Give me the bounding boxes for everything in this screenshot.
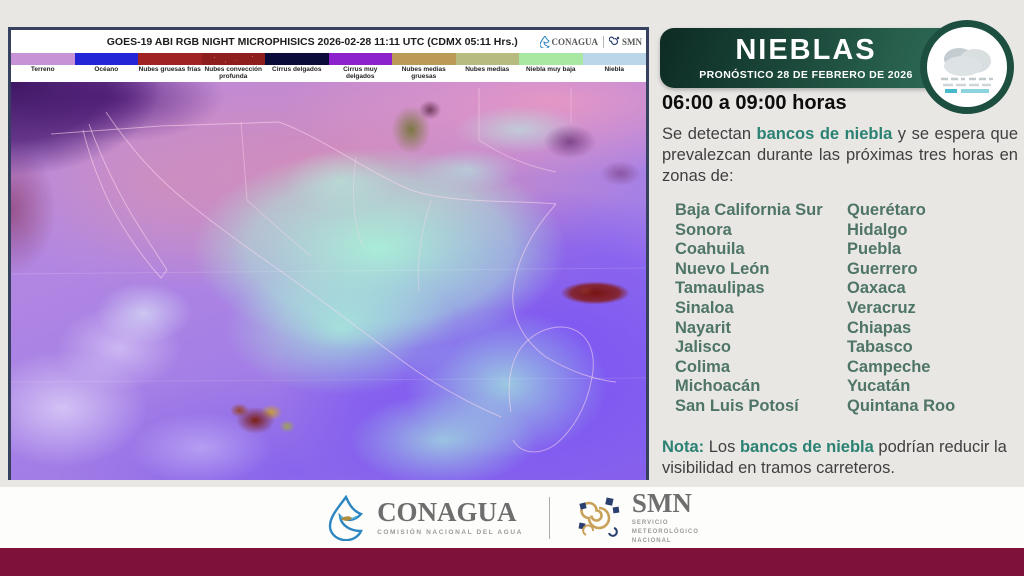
conagua-wordmark: CONAGUA bbox=[377, 497, 517, 527]
time-range: 06:00 a 09:00 horas bbox=[662, 92, 847, 114]
satellite-titlebar: GOES-19 ABI RGB NIGHT MICROPHISICS 2026-… bbox=[11, 30, 646, 53]
legend-swatch-niebla bbox=[582, 53, 646, 65]
note-post: podrían reducir la visibilidad en tramos… bbox=[662, 438, 1007, 478]
smn-logo-group: SMN SERVICIO METEOROLÓGICO NACIONAL bbox=[576, 487, 699, 546]
state-item: Sinaloa bbox=[675, 298, 734, 317]
legend-label: Cirrus muy delgados bbox=[343, 66, 378, 81]
legend-label: Nubes medias bbox=[465, 66, 510, 73]
legend-swatch-oceano bbox=[74, 53, 138, 65]
legend-label: Terreno bbox=[30, 66, 55, 73]
state-item: Tamaulipas bbox=[675, 279, 765, 298]
intro-pre: Se detectan bbox=[662, 125, 757, 143]
conagua-mini-logo: CONAGUA bbox=[539, 35, 598, 48]
state-item: Hidalgo bbox=[847, 220, 908, 239]
state-item: Quintana Roo bbox=[847, 396, 956, 415]
state-item: Nuevo León bbox=[675, 259, 770, 278]
state-item: Jalisco bbox=[675, 338, 731, 357]
state-item: Guerrero bbox=[847, 259, 918, 278]
titlebar-logos: CONAGUA SMN bbox=[539, 35, 647, 48]
footer: CONAGUA COMISIÓN NACIONAL DEL AGUA SMN S… bbox=[0, 487, 1024, 548]
note-paragraph: Nota: Los bancos de niebla podrían reduc… bbox=[662, 437, 1018, 479]
satellite-title: GOES-19 ABI RGB NIGHT MICROPHISICS 2026-… bbox=[106, 35, 518, 48]
smn-spiral-icon bbox=[609, 36, 620, 46]
legend-swatch-terreno bbox=[11, 53, 75, 65]
smn-logo-text: SMN SERVICIO METEOROLÓGICO NACIONAL bbox=[631, 487, 699, 546]
states-column-1: Baja California Sur Sonora Coahuila Nuev… bbox=[675, 201, 847, 417]
note-pre: Los bbox=[704, 438, 740, 456]
state-item: Tabasco bbox=[847, 338, 913, 357]
legend-swatch-nubes-medias-gruesas bbox=[392, 53, 456, 65]
conagua-logo-text: CONAGUA COMISIÓN NACIONAL DEL AGUA bbox=[377, 497, 523, 537]
conagua-drop-icon bbox=[539, 35, 550, 48]
legend-labels: Terreno Océano Nubes gruesas frías Nubes… bbox=[11, 65, 646, 82]
satellite-map bbox=[11, 82, 646, 480]
legend-swatch-nubes-gruesas-frias bbox=[138, 53, 202, 65]
smn-tagline-line2: METEOROLÓGICO bbox=[631, 528, 699, 535]
state-item: Oaxaca bbox=[847, 279, 906, 298]
legend-swatch-niebla-muy-baja bbox=[519, 53, 583, 65]
smn-mini-logo: SMN bbox=[609, 36, 642, 47]
smn-wordmark: SMN bbox=[631, 487, 692, 518]
note-label: Nota: bbox=[662, 438, 705, 456]
note-highlight: bancos de niebla bbox=[739, 438, 874, 456]
forecast-banner: NIEBLAS PRONÓSTICO 28 DE FEBRERO DE 2026 bbox=[660, 28, 952, 88]
satellite-panel: GOES-19 ABI RGB NIGHT MICROPHISICS 2026-… bbox=[8, 27, 649, 480]
forecast-subtitle: PRONÓSTICO 28 DE FEBRERO DE 2026 bbox=[699, 68, 913, 81]
bottom-accent-bar bbox=[0, 548, 1024, 576]
legend-label: Océano bbox=[94, 66, 119, 73]
conagua-tagline: COMISIÓN NACIONAL DEL AGUA bbox=[377, 529, 523, 536]
legend-swatches bbox=[11, 53, 646, 65]
legend-label: Cirrus delgados bbox=[272, 66, 322, 73]
fog-badge bbox=[920, 20, 1014, 114]
forecast-title: NIEBLAS bbox=[735, 33, 877, 66]
state-item: Querétaro bbox=[847, 201, 926, 219]
state-item: Sonora bbox=[675, 220, 732, 239]
legend-label: Nubes convección profunda bbox=[204, 66, 262, 81]
legend-swatch-nubes-medias bbox=[455, 53, 519, 65]
state-item: Veracruz bbox=[847, 298, 916, 317]
smn-tagline-line1: SERVICIO bbox=[631, 519, 669, 526]
conagua-logo-icon bbox=[328, 494, 364, 541]
state-item: Coahuila bbox=[675, 240, 745, 259]
state-item: Campeche bbox=[847, 357, 931, 376]
intro-paragraph: Se detectan bancos de niebla y se espera… bbox=[662, 124, 1018, 187]
state-item: Nayarit bbox=[675, 318, 731, 337]
legend-swatch-cirrus-delgados bbox=[265, 53, 329, 65]
fog-cloud-icon bbox=[941, 48, 993, 93]
states-column-2: Querétaro Hidalgo Puebla Guerrero Oaxaca… bbox=[847, 201, 1019, 417]
state-item: Puebla bbox=[847, 240, 902, 259]
footer-separator bbox=[548, 496, 550, 539]
state-item: San Luis Potosí bbox=[675, 396, 799, 415]
state-item: Colima bbox=[675, 357, 731, 376]
logo-separator bbox=[603, 35, 604, 48]
smn-logo-icon bbox=[578, 496, 620, 537]
smn-tagline-line3: NACIONAL bbox=[631, 537, 672, 544]
conagua-logo-group: CONAGUA COMISIÓN NACIONAL DEL AGUA bbox=[325, 494, 523, 541]
state-item: Michoacán bbox=[675, 377, 761, 396]
legend-label: Niebla muy baja bbox=[526, 66, 576, 73]
state-item: Yucatán bbox=[847, 377, 911, 396]
state-item: Chiapas bbox=[847, 318, 912, 337]
state-item: Baja California Sur bbox=[675, 201, 823, 219]
map-boundaries bbox=[11, 88, 646, 453]
legend-label: Nubes medias gruesas bbox=[401, 66, 446, 81]
intro-highlight: bancos de niebla bbox=[756, 125, 893, 143]
intro-post: y se espera que prevalezcan durante las … bbox=[662, 125, 1019, 186]
smn-tagline: SERVICIO METEOROLÓGICO NACIONAL bbox=[632, 519, 699, 546]
states-list: Baja California Sur Sonora Coahuila Nuev… bbox=[675, 201, 1019, 417]
legend-label: Niebla bbox=[604, 66, 624, 73]
legend-label: Nubes gruesas frías bbox=[138, 66, 201, 73]
legend-swatch-nubes-conveccion bbox=[201, 53, 265, 65]
legend-swatch-cirrus-muy-delgados bbox=[328, 53, 392, 65]
